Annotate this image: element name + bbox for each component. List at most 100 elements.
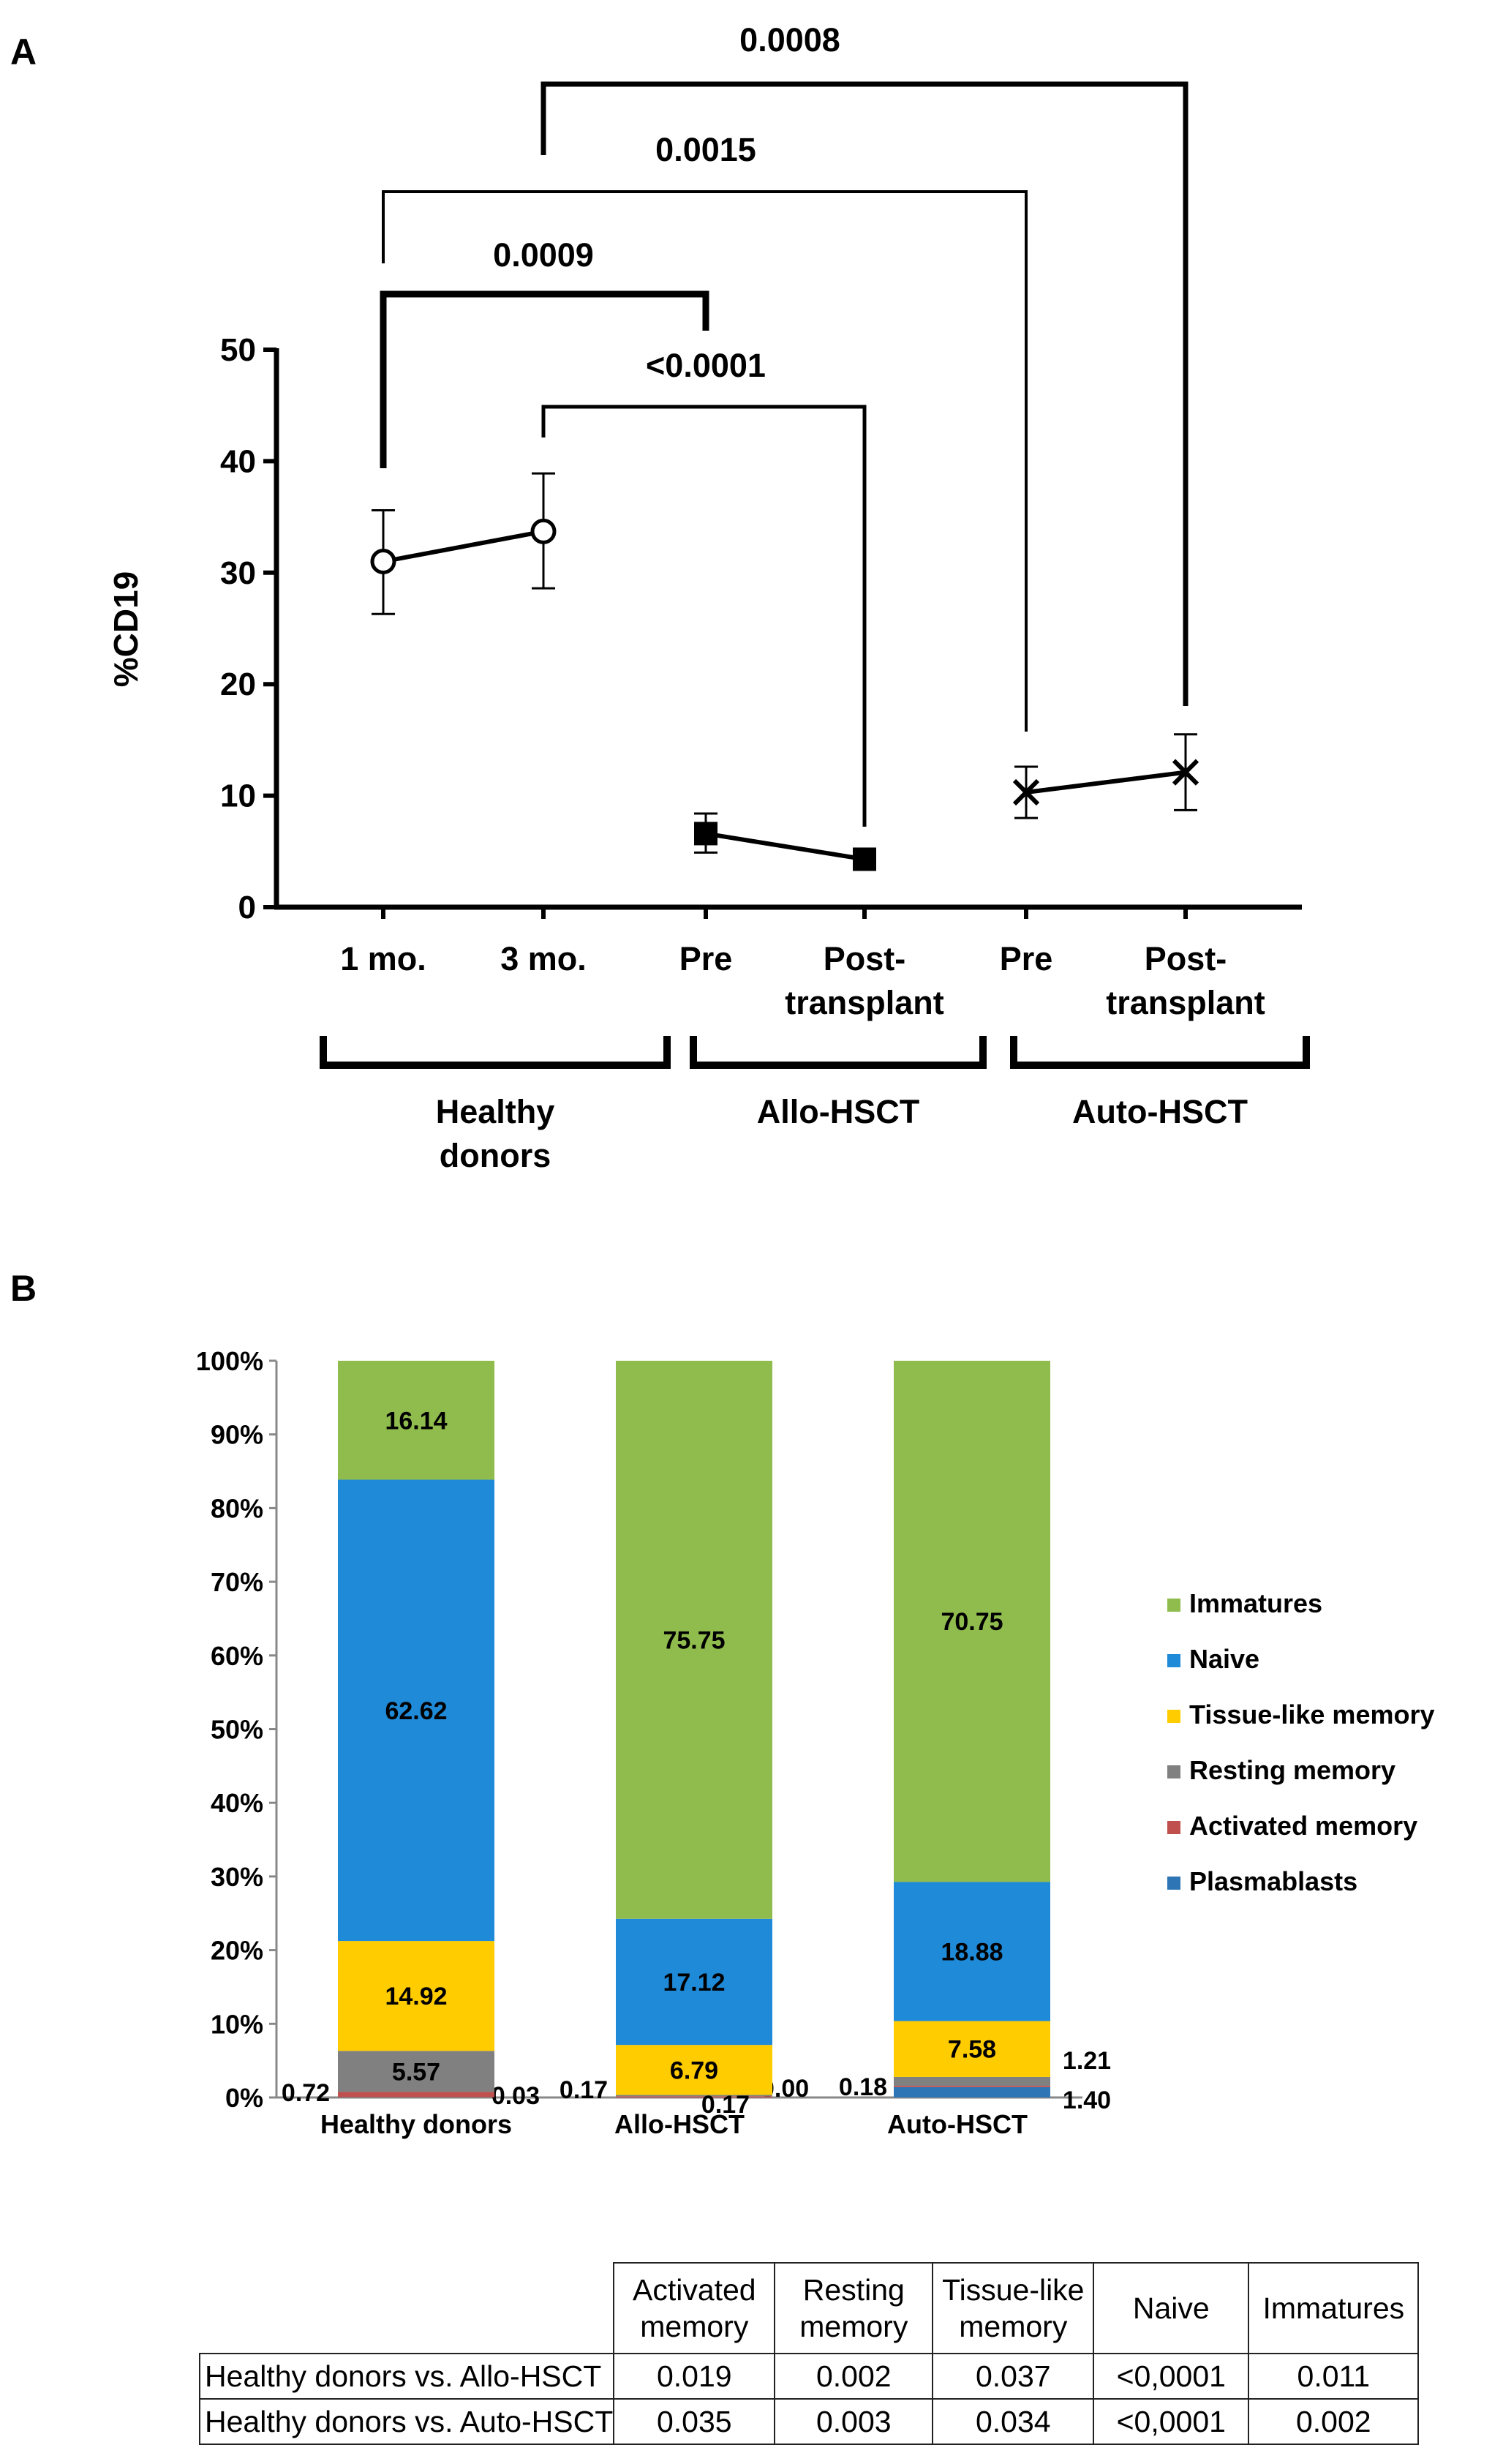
legend-label: Immatures [1189, 1588, 1322, 1618]
x-category-label: Pre [1000, 940, 1053, 977]
y-tick-label: 40% [211, 1788, 263, 1818]
y-tick-label: 90% [211, 1420, 263, 1450]
data-point [1172, 759, 1199, 786]
table-header-text: memory [799, 2310, 908, 2343]
data-point [370, 549, 396, 575]
table-cell: 0.019 [613, 2353, 776, 2400]
y-tick-label: 100% [196, 1346, 263, 1376]
y-tick-label: 80% [211, 1493, 263, 1523]
table-corner-cell [200, 2263, 615, 2354]
panel-label-b: B [10, 1268, 37, 1309]
y-tick-label: 70% [211, 1567, 263, 1597]
legend-label: Resting memory [1189, 1755, 1395, 1785]
legend-label: Activated memory [1189, 1811, 1417, 1841]
group-bracket [1010, 1036, 1310, 1069]
chart-a-cd19-line-chart: 0 10 20 30 40 50 %CD19 1 mo. 3 mo. Pre Post-transp… [107, 21, 1310, 1174]
table-row-label: Healthy donors vs. Allo-HSCT [198, 2353, 615, 2400]
y-tick-label: 0 [238, 890, 256, 925]
bar-segment [338, 2051, 494, 2092]
legend-swatch [1167, 1821, 1180, 1834]
legend-label: Tissue-like memory [1189, 1699, 1435, 1729]
data-label: 16.14 [385, 1407, 447, 1435]
p-value-label: 0.0008 [739, 21, 840, 59]
significance-bracket [382, 190, 1028, 732]
bar-segment [616, 1918, 772, 2046]
legend-label: Plasmablasts [1189, 1866, 1357, 1896]
y-axis-title: %CD19 [107, 571, 145, 688]
bar-segment [894, 1882, 1050, 2021]
data-label: 5.57 [392, 2058, 440, 2086]
table-row: Healthy donors vs. Allo-HSCT 0.019 0.002 0.… [198, 2353, 1420, 2400]
x-category-label: Post- [1145, 940, 1227, 977]
p-value-label: 0.0009 [493, 236, 594, 274]
bar-segment [616, 2045, 772, 2095]
y-tick-label: 20% [211, 1936, 263, 1966]
legend-swatch [1167, 1599, 1180, 1612]
data-label: 0.17 [560, 2076, 608, 2104]
table-cell: 0.011 [1248, 2353, 1420, 2400]
table-row-label: Healthy donors vs. Auto-HSCT [198, 2398, 615, 2445]
x-category-label: transplant [1106, 984, 1265, 1021]
p-value-label: <0.0001 [646, 347, 766, 384]
x-category-label: transplant [785, 984, 944, 1021]
x-category-label: Allo-HSCT [614, 2109, 745, 2139]
table-header-cell: Resting memory [774, 2262, 934, 2354]
bar-segment [894, 2086, 1050, 2087]
bar-segment [894, 2076, 1050, 2086]
data-label: 7.58 [948, 2036, 996, 2064]
data-label: 70.75 [941, 1608, 1003, 1636]
bar-segment [338, 1361, 494, 1480]
bar-segment [894, 1361, 1050, 1882]
group-label: Allo-HSCT [757, 1093, 919, 1130]
table-cell: 0.003 [774, 2398, 934, 2445]
legend-label: Naive [1189, 1644, 1259, 1674]
bar-segment [338, 1479, 494, 1942]
data-point-stroke [1012, 778, 1040, 806]
data-point-stroke [1172, 759, 1199, 786]
data-label: 75.75 [663, 1626, 725, 1654]
bar-segment [894, 2021, 1050, 2077]
y-tick-label: 30% [211, 1862, 263, 1892]
bar-segment [338, 1941, 494, 2051]
data-point [694, 822, 717, 846]
table-header-text: Tissue-like [942, 2273, 1085, 2307]
series-line [383, 529, 544, 564]
series-line [705, 831, 865, 862]
legend-swatch [1167, 1710, 1180, 1723]
table-cell: 0.002 [774, 2353, 934, 2400]
data-label: 17.12 [663, 1969, 725, 1997]
data-label: 0.18 [839, 2073, 887, 2101]
data-label: 0.17 [701, 2091, 750, 2119]
x-category-label: Post- [824, 940, 906, 977]
y-tick-label: 0% [225, 2083, 263, 2113]
x-category-label: Pre [679, 940, 733, 977]
bar-segment [616, 2095, 772, 2097]
legend-swatch [1167, 1877, 1180, 1890]
table-header-cell: Immatures [1248, 2262, 1420, 2354]
table-header-text: memory [640, 2310, 749, 2343]
x-category-label: Healthy donors [320, 2109, 512, 2139]
significance-bracket [541, 405, 867, 827]
y-tick-label: 40 [220, 443, 256, 479]
table-row: Healthy donors vs. Auto-HSCT 0.035 0.003 0.… [198, 2398, 1420, 2445]
series-line [1025, 770, 1186, 795]
table-header-text: Resting [802, 2273, 905, 2307]
chart-b-stacked-bar-chart: 0% 10% 20% 30% 40% 50% 60% 70% 80% 90% 100% 0.03 0.7… [196, 1346, 1435, 2139]
table-header-text: Activated [632, 2273, 756, 2307]
y-tick-label: 50 [220, 332, 256, 368]
y-tick-label: 30 [220, 555, 256, 591]
data-point [1012, 778, 1040, 806]
group-label: Auto-HSCT [1072, 1093, 1248, 1130]
p-value-table: Activated memory Resting memory Tissue-like m… [198, 2262, 1420, 2445]
group-bracket [690, 1036, 987, 1069]
data-label: 18.88 [941, 1939, 1003, 1967]
data-label: 62.62 [385, 1697, 447, 1725]
table-cell: <0,0001 [1093, 2353, 1250, 2400]
y-tick-label: 50% [211, 1715, 263, 1745]
table-header-cell: Activated memory [613, 2262, 776, 2354]
bar-segment [338, 2092, 494, 2097]
table-header-cell: Tissue-like memory [932, 2262, 1095, 2354]
table-header-text: memory [959, 2310, 1068, 2343]
x-category-label: 3 mo. [500, 940, 587, 977]
legend-swatch [1167, 1654, 1180, 1667]
